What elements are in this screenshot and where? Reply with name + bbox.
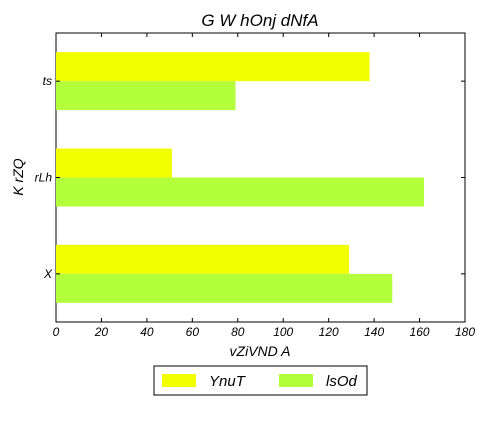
bar-lsod-ts [56, 81, 236, 111]
chart-title: G W hOnj dNfA [201, 11, 318, 30]
x-tick-label-100: 100 [273, 325, 293, 339]
legend-label-lsod: lsOd [326, 373, 358, 390]
legend-label-ynut: YnuT [209, 373, 247, 390]
bar-ynut-rlh [56, 148, 172, 178]
y-tick-label-ts: ts [43, 74, 52, 88]
x-tick-label-180: 180 [455, 325, 475, 339]
x-ticks-layer: 0 20 40 60 80 100 120 140 160 180 [53, 33, 475, 339]
x-tick-label-40: 40 [140, 325, 154, 339]
y-tick-label-rlh: rLh [35, 171, 53, 185]
bars-layer [56, 52, 425, 303]
x-tick-label-0: 0 [53, 325, 60, 339]
bar-ynut-ts [56, 52, 370, 82]
bar-ynut-x [56, 244, 350, 274]
x-tick-label-160: 160 [410, 325, 430, 339]
x-axis-label: vZiVND A [230, 343, 291, 359]
x-tick-label-60: 60 [186, 325, 200, 339]
x-tick-label-140: 140 [364, 325, 384, 339]
x-tick-label-80: 80 [231, 325, 245, 339]
y-tick-label-x: X [43, 267, 53, 281]
legend-swatch-lsod [279, 374, 313, 387]
bar-lsod-x [56, 273, 393, 303]
y-axis-label: K rZQ [10, 158, 26, 195]
bar-lsod-rlh [56, 177, 425, 207]
legend: YnuT lsOd [153, 365, 368, 396]
x-tick-label-20: 20 [94, 325, 109, 339]
x-tick-label-120: 120 [319, 325, 339, 339]
legend-swatch-ynut [162, 374, 196, 387]
